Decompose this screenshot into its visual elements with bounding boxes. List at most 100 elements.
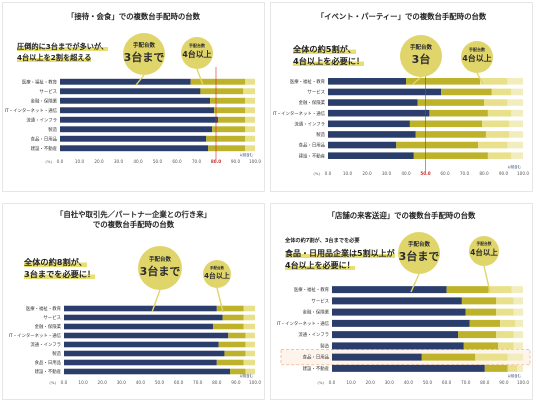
chart-panel-2: 「イベント・パーティー」での複数台手配時の台数 医療・福祉・教育 サービス 金融・保険… bbox=[270, 2, 533, 192]
bar-segment bbox=[509, 120, 523, 128]
x-tick-label: 70.0 bbox=[461, 380, 471, 385]
category-label: 建設・不動産 bbox=[35, 368, 62, 375]
x-tick-label: 40.0 bbox=[133, 159, 143, 164]
callout-text: 圧倒的に3台までが多いが、 bbox=[17, 42, 109, 51]
bar-segment bbox=[496, 297, 514, 305]
bar-segment bbox=[406, 78, 481, 85]
bar-segment bbox=[64, 368, 231, 375]
bar-segment bbox=[212, 126, 246, 133]
bubble-value: 3台 bbox=[411, 53, 431, 67]
category-label: 医療・福祉・教育 bbox=[22, 78, 58, 85]
x-tick-label: 70.0 bbox=[193, 380, 203, 385]
callout-text: 4台以上を必要に！ bbox=[285, 261, 355, 270]
callout-text: 全体の約8割が、 bbox=[24, 257, 87, 267]
category-label: 製造 bbox=[320, 342, 329, 349]
bar-segment bbox=[517, 364, 523, 372]
bubble-value: 3台まで bbox=[398, 250, 440, 264]
bar-segment bbox=[328, 141, 397, 149]
category-label: 建設・不動産 bbox=[299, 152, 326, 159]
category-label: 製造 bbox=[48, 126, 57, 133]
x-tick-label: 90.0 bbox=[499, 171, 509, 176]
bar-segment bbox=[214, 107, 246, 114]
x-tick-label: 60.0 bbox=[442, 380, 452, 385]
category-label: 金融・保険業 bbox=[35, 323, 62, 330]
x-tick-label: 80.0 bbox=[211, 159, 221, 164]
chart-panel-1: 「接待・会食」での複数台手配時の台数 医療・福祉・教育 サービス 金融・保険業 IT・イ… bbox=[2, 2, 265, 192]
bar-segment bbox=[243, 359, 255, 366]
bubble-pointer bbox=[476, 72, 484, 85]
bar-segment bbox=[511, 286, 523, 294]
bar-segment bbox=[332, 342, 464, 350]
bar-segment bbox=[60, 126, 213, 133]
x-tick-label: 30.0 bbox=[382, 171, 392, 176]
bar-segment bbox=[469, 319, 501, 327]
bubble-caption: 手配台数 bbox=[469, 47, 485, 53]
bar-segment bbox=[332, 286, 447, 294]
chart-panel-4: 「店舗の来客送迎」での複数台手配時の台数 医療・福祉・教育 サービス 金融・保険業 IT… bbox=[270, 203, 533, 400]
bar-segment bbox=[478, 141, 508, 149]
x-tick-label: 90.0 bbox=[231, 380, 241, 385]
bar-segment bbox=[328, 131, 416, 138]
bar-segment bbox=[210, 97, 246, 104]
bar-segment bbox=[513, 331, 523, 339]
category-label: サービス bbox=[39, 88, 57, 95]
bubble-value: 3台まで bbox=[139, 264, 181, 278]
bar-segment bbox=[208, 145, 246, 152]
bar-segment bbox=[507, 353, 523, 361]
bar-segment bbox=[461, 297, 497, 305]
x-tick-label: 30.0 bbox=[114, 159, 124, 164]
bubble-caption: 手配台数 bbox=[132, 43, 155, 50]
bar-segment bbox=[245, 78, 255, 85]
bubble-4-plus-cars: 手配台数 4台以上 bbox=[181, 37, 213, 69]
category-label: 金融・保険業 bbox=[299, 99, 326, 106]
bar-segment bbox=[64, 305, 217, 312]
bar-segment bbox=[482, 120, 510, 128]
bar-segment bbox=[511, 109, 523, 117]
category-label: 製造 bbox=[52, 350, 61, 357]
x-tick-label: 10.0 bbox=[75, 159, 85, 164]
callout-text: 食品・日用品企業は5割以上が bbox=[285, 249, 395, 258]
x-tick-label: 0.0 bbox=[61, 380, 68, 385]
bar-segment bbox=[216, 359, 244, 366]
bar-segment bbox=[60, 88, 201, 95]
category-label: 流通・インフラ bbox=[298, 331, 329, 338]
bubble-pointer bbox=[410, 273, 420, 293]
x-tick-label: 0.0 bbox=[329, 380, 336, 385]
x-tick-label: 40.0 bbox=[136, 380, 146, 385]
bar-segment bbox=[480, 78, 508, 85]
bar-segment bbox=[487, 152, 512, 159]
bar-segment bbox=[245, 145, 255, 152]
bar-segment bbox=[511, 152, 523, 159]
bar-segment bbox=[64, 359, 217, 366]
bar-segment bbox=[484, 364, 508, 372]
category-label: 食品・日用品 bbox=[35, 359, 62, 366]
bar-segment bbox=[511, 88, 523, 96]
bubble-4-plus-cars: 手配台数 4台以上 bbox=[203, 260, 231, 288]
callout-text: 4台以上を必要に！ bbox=[293, 56, 365, 67]
bar-segment bbox=[413, 152, 488, 159]
x-tick-label: 70.0 bbox=[460, 171, 470, 176]
bubble-3-cars: 手配台数 3台 bbox=[400, 35, 442, 77]
x-tick-label: 10.0 bbox=[78, 380, 88, 385]
bar-segment bbox=[332, 319, 470, 327]
bubble-value: 4台以上 bbox=[182, 50, 212, 60]
x-tick-label: 50.0 bbox=[153, 159, 163, 164]
bar-segment bbox=[230, 368, 246, 375]
bar-segment bbox=[228, 332, 246, 339]
bar-segment bbox=[218, 341, 246, 348]
x-tick-label: 100.0 bbox=[517, 171, 529, 176]
axis-unit-label: (%) bbox=[49, 380, 56, 385]
x-tick-label: 50.0 bbox=[155, 380, 165, 385]
bar-segment bbox=[245, 332, 255, 339]
category-label: 食品・日用品 bbox=[299, 142, 326, 149]
callout-text: 4台以上を2割を超える bbox=[17, 53, 92, 63]
bar-segment bbox=[64, 314, 223, 321]
category-label: サービス bbox=[307, 89, 325, 96]
x-tick-label: 0.0 bbox=[57, 159, 64, 164]
bar-segment bbox=[212, 323, 244, 330]
bar-segment bbox=[64, 350, 225, 357]
axis-unit-label: (%) bbox=[317, 380, 324, 385]
category-label: 医療・福祉・教育 bbox=[26, 305, 62, 312]
